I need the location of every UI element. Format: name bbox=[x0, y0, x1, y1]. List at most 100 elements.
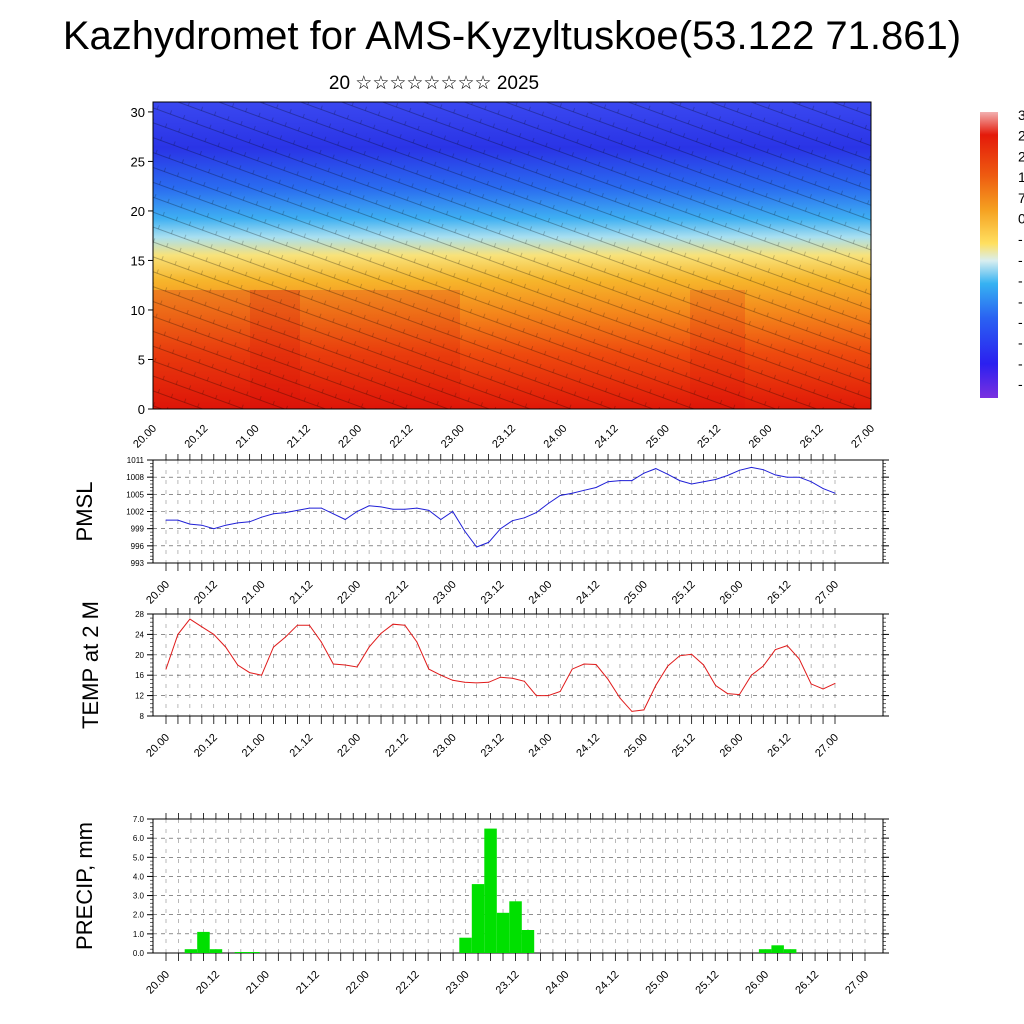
precip-bar bbox=[496, 912, 510, 953]
x-tick-label: 27.00 bbox=[813, 732, 841, 760]
data-point bbox=[380, 506, 382, 508]
data-point bbox=[762, 469, 764, 471]
data-point bbox=[500, 676, 501, 678]
y-tick-label: 1011 bbox=[127, 456, 145, 465]
y-tick-label: 4.0 bbox=[133, 872, 145, 881]
data-point bbox=[679, 480, 681, 482]
data-point bbox=[583, 489, 585, 491]
y-tick-label: 993 bbox=[131, 559, 145, 568]
data-point bbox=[273, 513, 274, 515]
y-tick-label: 10 bbox=[131, 303, 145, 318]
x-tick-label: 20.00 bbox=[144, 579, 172, 607]
y-tick-label: 1008 bbox=[126, 473, 144, 482]
x-tick-label: 21.00 bbox=[240, 579, 268, 607]
precip-bar bbox=[234, 952, 248, 953]
wind-barbs bbox=[153, 102, 871, 409]
data-point bbox=[715, 479, 716, 480]
data-point bbox=[667, 473, 669, 475]
y-tick-label: 7.0 bbox=[133, 815, 145, 824]
precip-bar bbox=[209, 949, 223, 953]
data-point bbox=[834, 682, 836, 684]
x-tick-label: 21.00 bbox=[244, 969, 272, 997]
x-tick-label: 21.12 bbox=[294, 969, 322, 997]
colorbar-label: - bbox=[1018, 355, 1023, 371]
x-tick-label: 24.12 bbox=[594, 969, 622, 997]
data-point bbox=[452, 511, 454, 512]
data-point bbox=[559, 495, 561, 496]
data-point bbox=[165, 668, 167, 670]
y-axis-label: PMSL bbox=[72, 482, 97, 542]
data-point bbox=[165, 519, 167, 521]
data-point bbox=[428, 668, 430, 670]
x-tick-label: 27.00 bbox=[849, 423, 877, 451]
data-point bbox=[738, 469, 740, 471]
x-tick-label: 26.00 bbox=[743, 969, 771, 997]
data-point bbox=[225, 646, 227, 648]
y-tick-label: 1002 bbox=[126, 508, 144, 517]
x-tick-label: 23.12 bbox=[479, 579, 507, 607]
data-point bbox=[356, 666, 358, 668]
y-tick-label: 1.0 bbox=[133, 930, 145, 939]
colorbar bbox=[980, 112, 998, 398]
x-tick-label: 25.00 bbox=[622, 732, 650, 760]
data-point bbox=[344, 519, 346, 520]
y-tick-label: 20 bbox=[135, 651, 144, 660]
x-tick-label: 20.12 bbox=[182, 423, 210, 451]
data-point bbox=[177, 633, 179, 635]
x-tick-label: 23.12 bbox=[490, 423, 518, 451]
data-point bbox=[249, 521, 251, 523]
x-tick-label: 26.12 bbox=[765, 579, 793, 607]
data-point bbox=[679, 655, 681, 657]
precip-bar bbox=[197, 931, 210, 953]
x-tick-label: 21.00 bbox=[234, 423, 262, 451]
y-tick-label: 6.0 bbox=[133, 834, 145, 843]
data-point bbox=[368, 646, 370, 648]
data-point bbox=[691, 483, 693, 485]
data-point bbox=[488, 541, 490, 543]
data-point bbox=[511, 677, 513, 679]
colorbar-label: 2 bbox=[1018, 148, 1024, 164]
data-point bbox=[703, 481, 705, 483]
y-tick-label: 5 bbox=[138, 352, 145, 367]
data-point bbox=[571, 668, 573, 670]
data-point bbox=[404, 508, 406, 510]
data-point bbox=[762, 665, 764, 667]
x-tick-label: 22.12 bbox=[383, 732, 411, 760]
y-tick-label: 20 bbox=[131, 204, 145, 219]
x-tick-label: 23.00 bbox=[431, 579, 459, 607]
precip-bar bbox=[783, 949, 797, 953]
data-point bbox=[213, 633, 215, 635]
x-tick-label: 24.00 bbox=[544, 969, 572, 997]
colorbar-label: 0 bbox=[1018, 211, 1024, 227]
data-point bbox=[392, 623, 394, 625]
colorbar-label: - bbox=[1018, 335, 1023, 351]
plot-frame bbox=[152, 613, 884, 717]
x-tick-label: 26.00 bbox=[747, 423, 775, 451]
plot-frame bbox=[152, 459, 884, 564]
y-tick-label: 16 bbox=[135, 671, 144, 680]
x-tick-label: 25.00 bbox=[644, 423, 672, 451]
data-point bbox=[201, 626, 203, 628]
x-tick-label: 25.00 bbox=[622, 579, 650, 607]
x-tick-label: 27.00 bbox=[813, 579, 841, 607]
precip-bar bbox=[247, 952, 260, 953]
x-tick-label: 20.12 bbox=[192, 579, 220, 607]
data-point bbox=[631, 710, 633, 712]
data-point bbox=[727, 693, 728, 695]
data-point bbox=[273, 646, 274, 648]
data-point bbox=[189, 618, 191, 620]
colorbar-label: 2 bbox=[1018, 128, 1024, 144]
x-tick-label: 23.12 bbox=[479, 732, 507, 760]
x-tick-label: 22.00 bbox=[335, 579, 363, 607]
data-point bbox=[308, 507, 310, 509]
data-point bbox=[344, 664, 346, 666]
y-tick-label: 28 bbox=[135, 610, 144, 619]
data-point bbox=[285, 636, 286, 638]
data-point bbox=[296, 624, 298, 626]
x-tick-label: 21.00 bbox=[240, 732, 268, 760]
data-point bbox=[428, 509, 430, 511]
y-tick-label: 996 bbox=[131, 542, 145, 551]
data-point bbox=[667, 665, 669, 667]
x-tick-label: 24.12 bbox=[593, 423, 621, 451]
